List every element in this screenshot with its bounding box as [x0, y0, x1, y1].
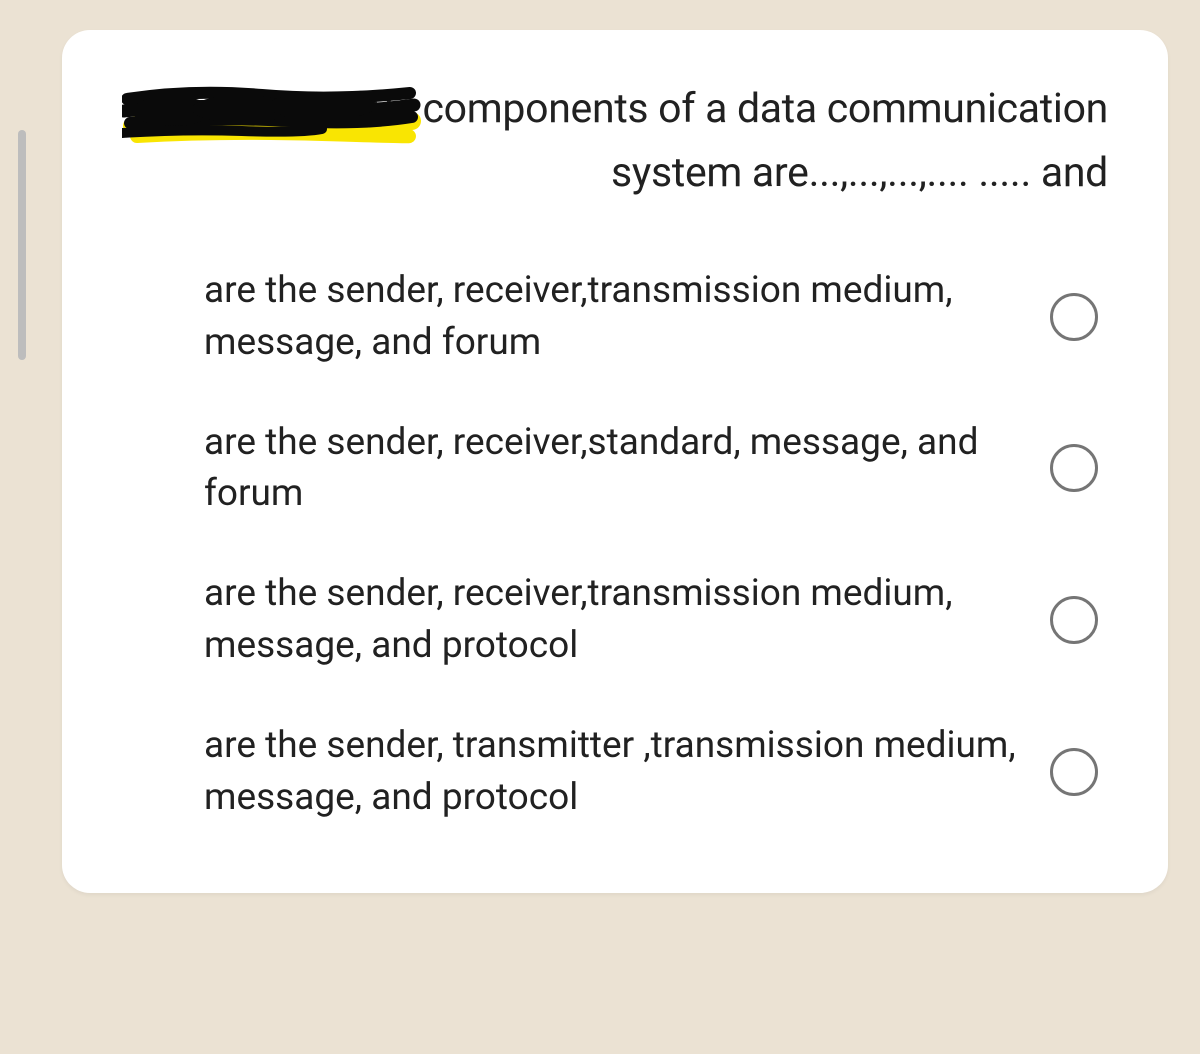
redaction-scribble — [122, 81, 422, 151]
option-row[interactable]: are the sender, receiver,transmission me… — [204, 568, 1098, 672]
option-row[interactable]: are the sender, receiver,transmission me… — [204, 265, 1098, 369]
radio-button[interactable] — [1050, 444, 1098, 492]
option-text: are the sender, transmitter ,transmissio… — [204, 720, 1020, 824]
radio-button[interactable] — [1050, 748, 1098, 796]
option-text: are the sender, receiver,transmission me… — [204, 265, 1020, 369]
option-text: are the sender, receiver,transmission me… — [204, 568, 1020, 672]
scroll-indicator[interactable] — [18, 130, 26, 360]
radio-button[interactable] — [1050, 596, 1098, 644]
option-row[interactable]: are the sender, transmitter ,transmissio… — [204, 720, 1098, 824]
options-list: are the sender, receiver,transmission me… — [142, 265, 1108, 823]
option-text: are the sender, receiver,standard, messa… — [204, 417, 1020, 521]
radio-button[interactable] — [1050, 293, 1098, 341]
question-card: The five components of a data communicat… — [62, 30, 1168, 893]
question-block: The five components of a data communicat… — [142, 78, 1108, 205]
option-row[interactable]: are the sender, receiver,standard, messa… — [204, 417, 1098, 521]
